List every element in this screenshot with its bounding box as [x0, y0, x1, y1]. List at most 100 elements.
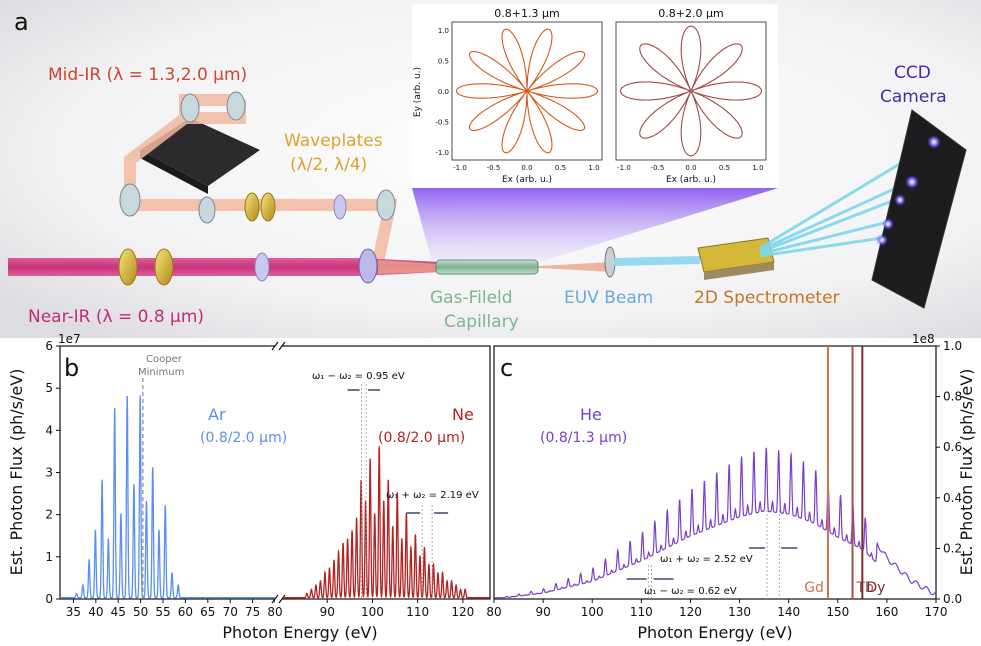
ar-label: Ar	[208, 405, 226, 424]
mid-ir-label: Mid-IR (λ = 1.3,2.0 μm)	[48, 65, 247, 85]
ytick-label: 0.0	[943, 592, 962, 606]
xtick-label: 70	[223, 605, 238, 619]
panel-c-multiplier: 1e8	[912, 332, 935, 346]
inset-plot-frame	[615, 21, 767, 161]
xtick-label: 150	[826, 605, 849, 619]
gas-filled-capillary	[435, 259, 539, 275]
xtick-label: 55	[155, 605, 170, 619]
ytick-label: 3	[45, 466, 53, 480]
euv-beam	[614, 256, 700, 266]
mirror	[119, 183, 141, 217]
panel-b-multiplier: 1e7	[58, 332, 81, 346]
absorption-edge-label: Gd	[804, 580, 824, 596]
waveplates-label: Waveplates	[284, 131, 383, 151]
he-label: He	[580, 405, 602, 424]
panel-a: a	[0, 0, 981, 338]
waveplates-sublabel: (λ/2, λ/4)	[290, 155, 367, 175]
xtick-label: 100	[581, 605, 604, 619]
ccd-label: CCD	[894, 63, 931, 83]
ytick-label: 0.8	[943, 390, 962, 404]
waveplate	[244, 192, 260, 222]
waveplate	[118, 248, 138, 286]
inset-xlabel: Ex (arb. u.)	[666, 175, 716, 185]
ytick-label: 2	[45, 508, 53, 522]
xtick-label: 90	[320, 605, 335, 619]
diff-annotation-c: ω₁ − ω₂ = 0.62 eV	[644, 586, 737, 597]
inset-xlabel: Ex (arb. u.)	[502, 175, 552, 185]
filter	[604, 246, 616, 278]
xtick-label: 120	[679, 605, 702, 619]
xtick-label: 120	[451, 605, 474, 619]
inset-ylabel: Ey (arb. u.)	[413, 67, 423, 117]
ytick-label: 6	[45, 339, 53, 353]
cooper-label: Cooper	[146, 354, 183, 365]
xtick-label: 130	[728, 605, 751, 619]
ytick-label: 4	[45, 423, 53, 437]
xtick-label: 170	[925, 605, 948, 619]
absorption-edge-label: Tb	[856, 580, 875, 596]
panel-c-ylabel: Est. Photon Flux (ph/s/eV)	[957, 369, 976, 576]
ytick-label: 0	[45, 592, 53, 606]
mirror	[198, 196, 216, 224]
inset-xtick: 0.5	[555, 164, 566, 172]
inset-xtick: -1.0	[617, 164, 631, 172]
xtick-label: 140	[777, 605, 800, 619]
mirror	[376, 189, 396, 221]
inset-xtick: 1.0	[588, 164, 599, 172]
xtick-label: 75	[245, 605, 260, 619]
xtick-label: 110	[630, 605, 653, 619]
lens	[254, 252, 270, 282]
panel-b-ylabel: Est. Photon Flux (ph/s/eV)	[7, 369, 26, 576]
ytick-label: 1.0	[943, 339, 962, 353]
inset-ytick: -1.0	[435, 149, 449, 157]
inset-cone	[412, 188, 778, 262]
absorption-edge-label: Dy	[866, 580, 885, 596]
capillary-sublabel: Capillary	[444, 312, 519, 332]
diff-annotation-b: ω₁ − ω₂ = 0.95 eV	[312, 371, 405, 382]
inset-xtick: -1.0	[453, 164, 467, 172]
xtick-label: 100	[361, 605, 384, 619]
ytick-label: 5	[45, 381, 53, 395]
xtick-label: 35	[66, 605, 81, 619]
ne-spectrum	[282, 446, 490, 599]
inset-plot-title: 0.8+1.3 μm	[494, 7, 559, 20]
xtick-label: 110	[406, 605, 429, 619]
xtick-label: 65	[200, 605, 215, 619]
euv-beam-label: EUV Beam	[564, 288, 653, 308]
panel-a-letter: a	[14, 8, 29, 36]
near-ir-label: Near-IR (λ = 0.8 μm)	[28, 307, 204, 327]
axis-break	[278, 341, 286, 351]
panel-c-letter: c	[500, 354, 513, 382]
xtick-label: 80	[486, 605, 501, 619]
axis-break	[278, 594, 286, 604]
xtick-label: 60	[178, 605, 193, 619]
mirror	[180, 93, 200, 123]
ytick-label: 0.2	[943, 541, 962, 555]
xtick-label: 50	[133, 605, 148, 619]
xtick-label: 90	[535, 605, 550, 619]
inset-xtick: -0.5	[487, 164, 501, 172]
ccd-sublabel: Camera	[880, 87, 947, 107]
xtick-label: 80	[267, 605, 282, 619]
inset-ytick: 1.0	[438, 27, 449, 35]
xtick-label: 160	[875, 605, 898, 619]
waveplate	[154, 248, 174, 286]
inset-ytick: 0.5	[438, 58, 449, 66]
axis-break	[271, 594, 279, 604]
ar-spectrum	[60, 395, 275, 599]
inset-xtick: 0.0	[521, 164, 532, 172]
inset-ytick: -0.5	[435, 119, 449, 127]
ne-label: Ne	[452, 405, 474, 424]
xtick-label: 40	[88, 605, 103, 619]
inset-xtick: 1.0	[752, 164, 763, 172]
sum-annotation-b: ω₁ + ω₂ = 2.19 eV	[386, 490, 479, 501]
dichroic-mirror	[358, 248, 378, 284]
xtick-label: 45	[111, 605, 126, 619]
waveplate	[260, 192, 276, 222]
sum-annotation-c: ω₁ + ω₂ = 2.52 eV	[660, 554, 753, 565]
ccd-spots	[876, 135, 941, 246]
inset-xtick: 0.5	[719, 164, 730, 172]
ytick-label: 1	[45, 550, 53, 564]
